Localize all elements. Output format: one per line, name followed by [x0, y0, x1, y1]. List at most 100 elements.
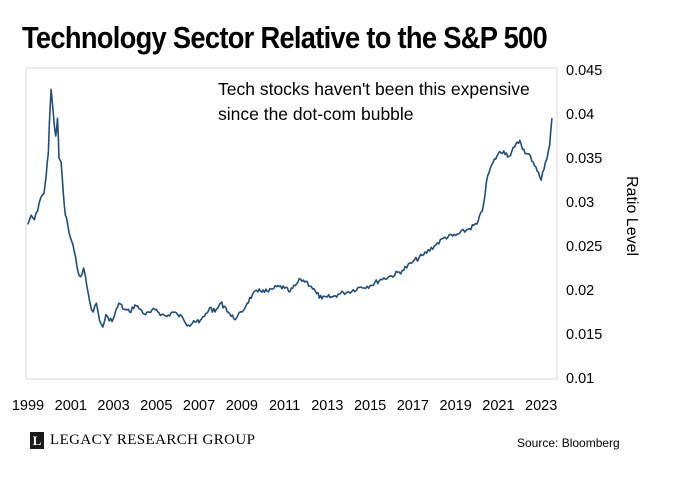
- data-point: [214, 311, 216, 313]
- data-point: [444, 236, 446, 238]
- data-point: [401, 270, 403, 272]
- data-point: [321, 298, 323, 300]
- data-point: [262, 289, 264, 291]
- data-point: [497, 153, 499, 155]
- data-point: [182, 317, 184, 319]
- annotation-line-1: Tech stocks haven't been this expensive: [218, 79, 530, 99]
- data-point: [310, 285, 312, 288]
- data-point: [535, 166, 537, 168]
- data-point: [145, 314, 147, 316]
- data-point: [37, 210, 39, 212]
- data-point: [112, 317, 115, 319]
- data-point: [73, 249, 75, 251]
- data-point: [71, 241, 73, 243]
- y-tick-label: 0.045: [566, 63, 602, 79]
- data-point: [161, 314, 163, 316]
- data-point: [105, 314, 107, 316]
- x-tick-label: 2003: [97, 398, 129, 414]
- data-point: [118, 302, 120, 304]
- data-point: [60, 161, 62, 163]
- data-point: [289, 291, 291, 293]
- data-point: [540, 179, 542, 181]
- data-point: [52, 104, 54, 106]
- data-point: [503, 150, 505, 152]
- data-point: [102, 326, 104, 328]
- data-point: [455, 234, 457, 236]
- data-point: [481, 210, 483, 212]
- data-point: [305, 280, 307, 282]
- data-point: [465, 229, 467, 231]
- data-point: [27, 223, 29, 225]
- source-note: Source: Bloomberg: [517, 436, 620, 450]
- data-point: [273, 287, 275, 289]
- y-tick-label: 0.01: [566, 371, 594, 387]
- data-point: [300, 278, 302, 280]
- series-points: [27, 88, 553, 328]
- data-point: [230, 315, 232, 317]
- data-point: [203, 315, 205, 317]
- y-tick-label: 0.02: [566, 283, 594, 299]
- data-point: [257, 291, 259, 293]
- data-point: [423, 254, 425, 256]
- x-tick-label: 2007: [183, 398, 215, 414]
- y-axis-label: Ratio Level: [623, 176, 640, 256]
- data-point: [284, 287, 286, 289]
- data-point: [99, 320, 101, 322]
- data-point: [519, 139, 521, 141]
- data-point: [40, 197, 42, 199]
- data-point: [332, 296, 334, 298]
- data-point: [316, 292, 318, 295]
- y-tick-label: 0.015: [566, 327, 602, 343]
- x-tick-label: 2023: [525, 398, 557, 414]
- data-point: [209, 307, 211, 309]
- data-point: [171, 311, 173, 313]
- x-axis-ticks: 1999 2001 2003 2005 2007 2009 2011 2013 2015 2017…: [12, 398, 557, 414]
- data-point: [337, 293, 339, 295]
- y-tick-label: 0.03: [566, 195, 594, 211]
- data-point: [139, 308, 141, 310]
- data-point: [342, 292, 344, 294]
- data-point: [45, 175, 47, 177]
- data-point: [155, 308, 157, 310]
- annotation-line-2: since the dot-com bubble: [218, 104, 414, 124]
- x-tick-label: 2019: [440, 398, 472, 414]
- data-point: [50, 88, 52, 90]
- data-point: [476, 223, 478, 225]
- data-point: [487, 175, 489, 177]
- data-point: [278, 285, 280, 288]
- data-point: [62, 192, 64, 194]
- x-tick-label: 2005: [140, 398, 172, 414]
- data-point: [380, 278, 382, 280]
- data-point: [123, 308, 125, 310]
- data-point: [241, 311, 243, 313]
- data-point: [79, 276, 81, 278]
- data-point: [47, 153, 49, 155]
- data-point: [95, 302, 97, 304]
- data-point: [56, 117, 59, 119]
- brand-logo: L LEGACY RESEARCH GROUP: [30, 432, 255, 449]
- data-point: [390, 275, 393, 277]
- data-point: [86, 285, 88, 287]
- data-point: [83, 267, 85, 269]
- logo-mark-icon: L: [30, 432, 44, 449]
- data-point: [246, 302, 248, 304]
- data-point: [358, 286, 360, 288]
- x-tick-label: 2021: [482, 398, 514, 414]
- data-point: [76, 267, 78, 269]
- data-point: [92, 311, 94, 313]
- data-point: [193, 320, 195, 322]
- x-tick-label: 2001: [55, 398, 87, 414]
- data-point: [48, 122, 51, 124]
- x-tick-label: 2011: [269, 398, 300, 414]
- data-point: [43, 192, 45, 194]
- data-point: [129, 311, 131, 313]
- data-point: [219, 302, 221, 304]
- data-point: [369, 285, 371, 287]
- data-point: [67, 223, 69, 225]
- series-line: [27, 88, 553, 328]
- data-point: [251, 293, 254, 295]
- data-point: [549, 144, 551, 146]
- data-point: [412, 261, 414, 263]
- data-point: [267, 291, 270, 293]
